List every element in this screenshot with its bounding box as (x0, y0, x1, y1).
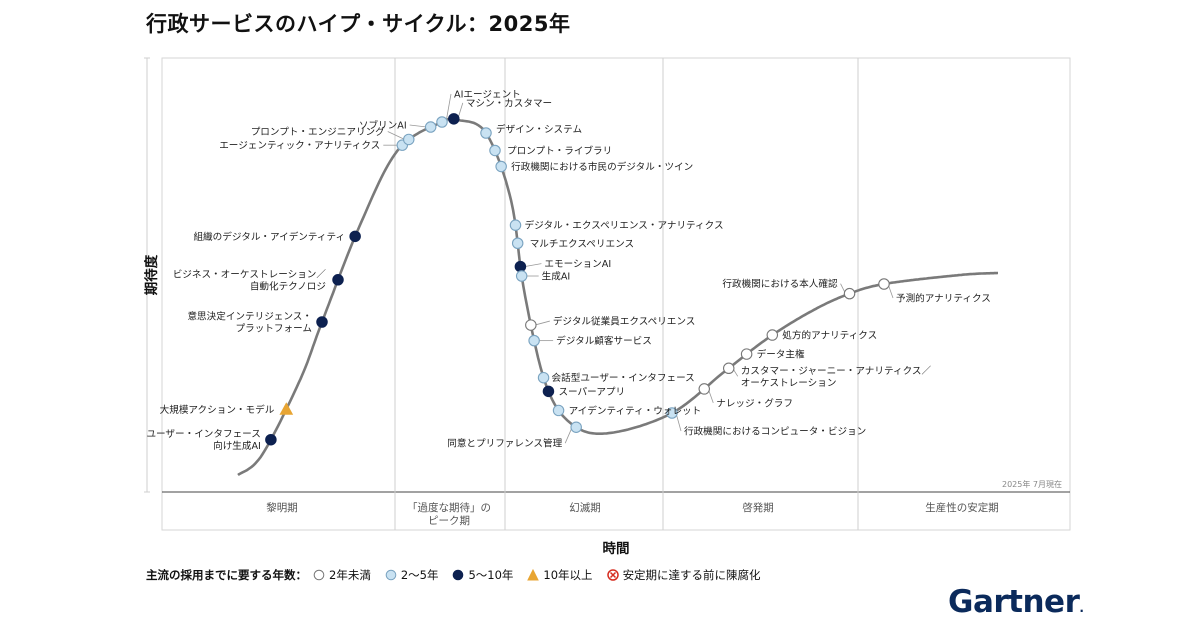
tech-marker (332, 274, 344, 286)
as-of-note: 2025年 7月現在 (1002, 479, 1062, 489)
tech-marker (436, 116, 448, 128)
tech-label: ユーザー・インタフェース向け生成AI (146, 429, 260, 452)
legend-symbol-icon (606, 569, 619, 581)
legend-item: 2年未満 (313, 567, 371, 583)
tech-label: プロンプト・エンジニアリング (251, 126, 385, 138)
tech-marker (514, 260, 527, 273)
tech-label: マシン・カスタマー (466, 98, 552, 109)
tech-marker (480, 127, 492, 139)
tech-marker (528, 334, 540, 347)
tech-label: アイデンティティ・ウォレット (569, 405, 702, 417)
logo-mark: . (1079, 601, 1084, 615)
y-axis-title: 期待度 (143, 254, 160, 295)
legend-item-label: 10年以上 (543, 568, 593, 582)
tech-label: カスタマー・ジャーニー・アナリティクス／オーケストレーション (741, 366, 932, 389)
tech-marker (424, 121, 437, 133)
label-leader (387, 131, 405, 140)
tech-label: データ主権 (757, 349, 805, 361)
tech-label: 生成AI (542, 271, 571, 283)
legend-item: 5〜10年 (452, 567, 513, 583)
tech-label: デジタル・エクスペリエンス・アナリティクス (524, 220, 723, 232)
legend-item-label: 2〜5年 (400, 568, 439, 582)
phase-label: 啓発期 (742, 501, 774, 514)
label-leader (445, 93, 452, 123)
tech-marker (509, 219, 522, 231)
tech-marker (349, 230, 361, 243)
hype-cycle-chart: ユーザー・インタフェース向け生成AI 大規模アクション・モデル 意思決定インテリジェ… (143, 57, 1071, 557)
gartner-logo: Gartner. (948, 584, 1084, 620)
tech-marker (403, 133, 415, 146)
tech-marker (666, 407, 678, 419)
tech-label: プロンプト・ライブラリ (507, 145, 612, 157)
tech-label: マルチエクスペリエンス (530, 239, 634, 250)
tech-marker (542, 385, 555, 398)
tech-label: 行政機関におけるコンピュータ・ビジョン (684, 426, 866, 438)
label-leader (564, 427, 573, 444)
tech-marker (698, 383, 711, 395)
tech-label: デジタル顧客サービス (556, 335, 652, 347)
tech-label: ソブリンAI (359, 120, 407, 132)
tech-label: デジタル従業員エクスペリエンス (553, 316, 696, 328)
tech-marker (448, 113, 460, 125)
tech-marker (495, 160, 507, 173)
label-leader (409, 124, 427, 128)
logo-text: Gartner (948, 584, 1080, 620)
legend-item: 10年以上 (527, 567, 593, 583)
tech-label: 予測的アナリティクス (896, 293, 991, 305)
tech-marker (766, 329, 779, 341)
tech-label: 大規模アクション・モデル (160, 404, 275, 416)
tech-label: 会話型ユーザー・インタフェース (552, 372, 695, 384)
tech-label: AIエージェント (454, 90, 521, 101)
phase-label: 「過度な期待」のピーク期 (407, 501, 491, 527)
page-title: 行政サービスのハイプ・サイクル：2025年 (146, 12, 571, 36)
hype-curve (237, 117, 998, 477)
tech-label: ビジネス・オーケストレーション／自動化テクノロジ (173, 269, 327, 292)
tech-label: 意思決定インテリジェンス・プラットフォーム (187, 311, 312, 335)
tech-label: 行政機関における本人確認 (722, 278, 838, 290)
legend-symbol-icon (527, 569, 540, 581)
phase-label: 生産性の安定期 (925, 501, 999, 514)
tech-marker (570, 421, 582, 433)
tech-marker (265, 433, 277, 446)
legend-item: 2〜5年 (385, 567, 439, 583)
legend-item: 安定期に達する前に陳腐化 (606, 567, 761, 583)
tech-marker (537, 371, 550, 384)
tech-label: エモーションAI (544, 259, 611, 270)
tech-marker (489, 144, 501, 157)
tech-label: ナレッジ・グラフ (716, 397, 793, 409)
tech-marker (279, 402, 294, 415)
tech-marker (525, 319, 537, 331)
tech-marker (722, 362, 735, 375)
tech-label: エージェンティック・アナリティクス (219, 141, 380, 152)
phase-label: 幻滅期 (569, 501, 601, 514)
tech-marker (552, 404, 565, 417)
tech-label: 行政機関における市民のデジタル・ツイン (511, 161, 693, 173)
x-axis-title: 時間 (603, 540, 630, 557)
tech-marker (511, 237, 524, 250)
phase-label: 黎明期 (266, 501, 298, 514)
tech-marker (515, 270, 528, 282)
legend-symbol-icon (453, 569, 464, 581)
label-leader (534, 320, 550, 326)
tech-label: 組織のデジタル・アイデンティティ (193, 231, 345, 243)
legend-item-label: 安定期に達する前に陳腐化 (622, 568, 761, 582)
legend-symbol-icon (385, 569, 397, 581)
plot-frame (161, 57, 1071, 531)
tech-label: 同意とプリファレンス管理 (447, 438, 562, 450)
tech-label: スーパーアプリ (558, 387, 625, 398)
legend-item-label: 5〜10年 (468, 568, 514, 582)
label-leader (524, 263, 542, 268)
tech-marker (316, 316, 328, 328)
tech-marker (740, 348, 753, 360)
tech-label: 処方的アナリティクス (782, 330, 877, 342)
legend-item-label: 2年未満 (329, 568, 371, 582)
tech-marker (843, 287, 856, 300)
legend-title: 主流の採用までに要する年数： (146, 568, 307, 582)
tech-marker (878, 278, 890, 290)
legend-symbol-icon (313, 569, 325, 581)
tech-label: デザイン・システム (496, 124, 582, 136)
legend: 主流の採用までに要する年数： 2年未満 2〜5年 5〜10年 10年以上 安定期に達する… (146, 567, 775, 583)
